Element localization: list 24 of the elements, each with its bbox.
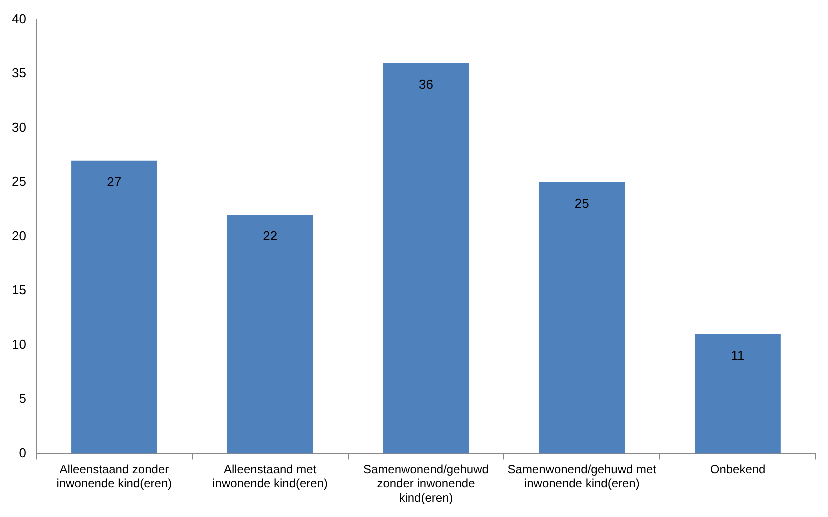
data-label: 11 [731,348,745,364]
y-tick-label: 0 [19,445,26,460]
bar [539,182,626,454]
y-tick-label: 30 [12,120,26,135]
y-tick-label: 20 [12,228,26,244]
data-label: 36 [418,76,434,92]
x-tick-label: Samenwonend/gehuwd zonder inwonende kind(eren) [364,462,489,506]
y-tick-label: 35 [12,66,26,81]
data-label: 25 [574,196,590,212]
y-tick-label: 5 [19,391,26,406]
x-tick-label: Alleenstaand zonder inwonende kind(eren) [56,462,172,491]
bar [227,215,314,454]
y-tick-label: 10 [12,336,26,352]
bar [72,160,158,454]
y-tick-label: 25 [12,174,26,190]
x-tick-label: Samenwonend/gehuwd met inwonende kind(eren) [508,462,658,491]
x-tick-label: Alleenstaand met inwonende kind(eren) [212,462,328,491]
y-tick-label: 15 [12,282,26,298]
data-label: 22 [263,228,278,244]
data-label: 27 [107,174,122,190]
x-tick-label: Onbekend [710,462,766,476]
bar [695,334,781,454]
y-tick-label: 40 [12,11,26,26]
bar [383,63,470,454]
